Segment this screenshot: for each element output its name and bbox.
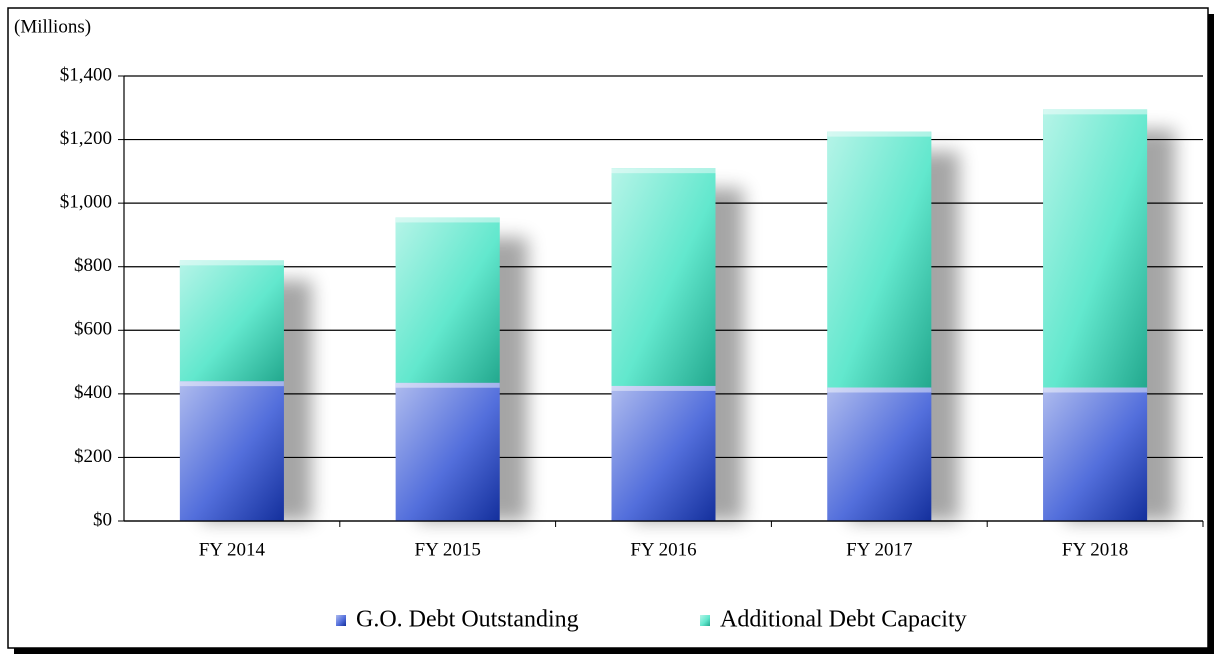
bar-shine — [179, 381, 284, 521]
bar-cap — [1043, 387, 1148, 393]
bar-cap — [827, 387, 932, 393]
bar-segment — [179, 260, 284, 382]
bar-cap — [1043, 109, 1148, 115]
bar-segment — [827, 131, 932, 388]
y-axis-label: (Millions) — [14, 16, 91, 37]
x-tick-label: FY 2014 — [199, 539, 266, 560]
bar-segment — [611, 168, 716, 386]
legend-label: G.O. Debt Outstanding — [356, 607, 579, 633]
bar-shine — [827, 387, 932, 521]
bar-cap — [611, 168, 716, 174]
y-tick-label: $400 — [74, 382, 112, 403]
bar-cap — [179, 381, 284, 387]
y-tick-label: $1,000 — [60, 192, 112, 213]
bar-cap — [611, 385, 716, 391]
legend-swatch-shine — [336, 615, 346, 626]
bar-shine — [1043, 387, 1148, 521]
bar-cap — [395, 382, 500, 388]
y-tick-label: $600 — [74, 319, 112, 340]
bar-segment — [611, 385, 716, 521]
bar-shine — [395, 382, 500, 521]
bar-segment — [395, 382, 500, 521]
x-tick-label: FY 2017 — [846, 539, 912, 560]
bar-shine — [179, 260, 284, 382]
y-tick-label: $800 — [74, 255, 112, 276]
bar-shine — [611, 385, 716, 521]
bar-segment — [179, 381, 284, 521]
x-tick-label: FY 2016 — [630, 539, 696, 560]
bar-shine — [395, 217, 500, 383]
y-tick-label: $1,400 — [60, 64, 112, 85]
y-tick-label: $0 — [93, 509, 112, 530]
bar-cap — [179, 260, 284, 266]
x-tick-label: FY 2018 — [1062, 539, 1128, 560]
bar-shine — [827, 131, 932, 388]
x-tick-label: FY 2015 — [415, 539, 481, 560]
bar-cap — [827, 131, 932, 137]
legend-label: Additional Debt Capacity — [720, 607, 967, 633]
bar-segment — [827, 387, 932, 521]
bar-cap — [395, 217, 500, 223]
bar-shine — [611, 168, 716, 386]
bar-segment — [1043, 109, 1148, 388]
bar-segment — [395, 217, 500, 383]
y-tick-label: $200 — [74, 446, 112, 467]
legend-swatch-shine — [700, 615, 710, 626]
bar-shine — [1043, 109, 1148, 388]
bar-segment — [1043, 387, 1148, 521]
y-tick-label: $1,200 — [60, 128, 112, 149]
